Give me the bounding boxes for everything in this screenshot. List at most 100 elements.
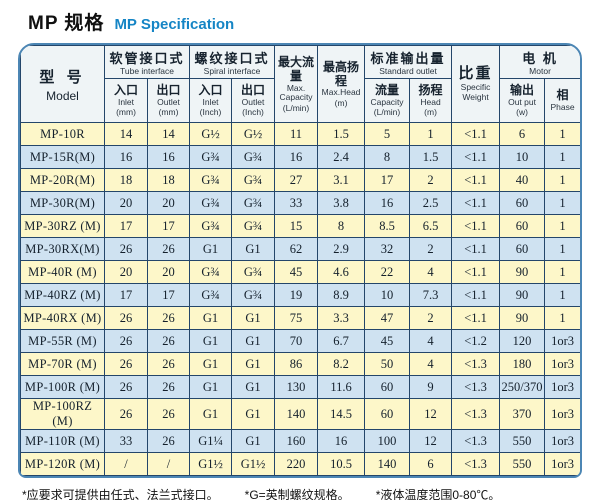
value-cell: G¾ xyxy=(189,191,233,215)
value-cell: 5 xyxy=(364,122,411,146)
value-cell: 70 xyxy=(274,329,319,353)
value-cell: 8.9 xyxy=(317,283,366,307)
model-cell: MP-10R xyxy=(20,122,105,146)
value-cell: G1 xyxy=(231,329,276,353)
value-cell: 26 xyxy=(146,429,191,453)
value-cell: 9 xyxy=(409,375,453,399)
value-cell: 26 xyxy=(104,352,148,376)
footnote-thread-spec: *G=英制螺纹规格。 xyxy=(244,488,350,500)
spec-table-frame: 型 号 Model 软管接口式 Tube interface 螺纹接口式 Spi… xyxy=(18,43,582,478)
model-cell: MP-30RX(M) xyxy=(20,237,105,261)
value-cell: 90 xyxy=(499,283,546,307)
value-cell: 1or3 xyxy=(544,329,580,353)
value-cell: 550 xyxy=(499,429,546,453)
value-cell: 160 xyxy=(274,429,319,453)
value-cell: 33 xyxy=(104,429,148,453)
model-cell: MP-40R (M) xyxy=(20,260,105,284)
value-cell: 1 xyxy=(544,122,580,146)
spec-table: 型 号 Model 软管接口式 Tube interface 螺纹接口式 Spi… xyxy=(20,45,580,476)
col-header-phase: 相 Phase xyxy=(544,78,580,123)
value-cell: 140 xyxy=(274,398,319,430)
value-cell: 60 xyxy=(499,191,546,215)
value-cell: G1½ xyxy=(231,452,276,476)
max-head-en: Max.Head xyxy=(321,87,361,98)
value-cell: 550 xyxy=(499,452,546,476)
value-cell: 1or3 xyxy=(544,375,580,399)
value-cell: 16 xyxy=(364,191,411,215)
value-cell: 2.4 xyxy=(317,145,366,169)
value-cell: G1 xyxy=(189,306,233,330)
table-row: MP-100RZ (M) 26 26 G1 G1 140 14.5 60 12 <1.3 370 1o… xyxy=(20,398,580,430)
table-row: MP-30RZ (M) 17 17 G¾ G¾ 15 8 8.5 6.5 <1.1 60 1 xyxy=(20,214,580,238)
table-row: MP-55R (M) 26 26 G1 G1 70 6.7 45 4 <1.2 120 1or3 xyxy=(20,329,580,353)
value-cell: 1 xyxy=(544,306,580,330)
value-cell: 33 xyxy=(274,191,319,215)
table-row: MP-110R (M) 33 26 G1¼ G1 160 16 100 12 <1.3 550 1or… xyxy=(20,429,580,453)
value-cell: 3.1 xyxy=(317,168,366,192)
footnote-connection: *应要求可提供由任式、法兰式接口。 xyxy=(22,488,219,500)
value-cell: 11.6 xyxy=(317,375,366,399)
value-cell: 26 xyxy=(104,398,148,430)
value-cell: 20 xyxy=(146,260,191,284)
value-cell: 20 xyxy=(104,260,148,284)
value-cell: <1.3 xyxy=(451,375,501,399)
table-row: MP-70R (M) 26 26 G1 G1 86 8.2 50 4 <1.3 180 1or3 xyxy=(20,352,580,376)
value-cell: 26 xyxy=(146,306,191,330)
value-cell: 6 xyxy=(409,452,453,476)
value-cell: G1 xyxy=(231,375,276,399)
table-row: MP-30RX(M) 26 26 G1 G1 62 2.9 32 2 <1.1 60 1 xyxy=(20,237,580,261)
value-cell: 1 xyxy=(409,122,453,146)
spiral-interface-zh: 螺纹接口式 xyxy=(194,50,270,66)
col-header-inlet-mm: 入口 Inlet (mm) xyxy=(104,78,148,123)
value-cell: <1.1 xyxy=(451,283,501,307)
max-head-zh: 最高扬程 xyxy=(323,59,360,89)
value-cell: 370 xyxy=(499,398,546,430)
value-cell: 6.5 xyxy=(409,214,453,238)
value-cell: 60 xyxy=(364,398,411,430)
value-cell: 4 xyxy=(409,352,453,376)
tube-interface-en: Tube interface xyxy=(119,65,175,76)
value-cell: 1 xyxy=(544,260,580,284)
value-cell: 90 xyxy=(499,306,546,330)
model-label-en: Model xyxy=(46,88,79,103)
table-row: MP-120R (M) / / G1½ G1½ 220 10.5 140 6 <1.3 550 1or… xyxy=(20,452,580,476)
value-cell: 250/370 xyxy=(499,375,546,399)
col-header-outlet-head: 扬程 Head (m) xyxy=(409,78,453,123)
col-header-outlet-inch: 出口 Outlet (Inch) xyxy=(231,78,276,123)
specific-weight-en2: Weight xyxy=(462,92,489,102)
value-cell: 26 xyxy=(104,306,148,330)
value-cell: 22 xyxy=(364,260,411,284)
value-cell: G1 xyxy=(189,398,233,430)
table-row: MP-20R(M) 18 18 G¾ G¾ 27 3.1 17 2 <1.1 40 1 xyxy=(20,168,580,192)
value-cell: 17 xyxy=(364,168,411,192)
value-cell: 220 xyxy=(274,452,319,476)
value-cell: 17 xyxy=(146,214,191,238)
value-cell: G1 xyxy=(231,429,276,453)
value-cell: 100 xyxy=(364,429,411,453)
col-header-outlet-mm: 出口 Outlet (mm) xyxy=(146,78,191,123)
value-cell: 2 xyxy=(409,237,453,261)
value-cell: 27 xyxy=(274,168,319,192)
page-title-zh: MP 规格 xyxy=(28,13,105,34)
value-cell: <1.1 xyxy=(451,168,501,192)
value-cell: <1.3 xyxy=(451,352,501,376)
value-cell: G¾ xyxy=(231,214,276,238)
model-cell: MP-55R (M) xyxy=(20,329,105,353)
value-cell: 26 xyxy=(146,352,191,376)
value-cell: 26 xyxy=(104,375,148,399)
value-cell: 19 xyxy=(274,283,319,307)
value-cell: 26 xyxy=(146,329,191,353)
value-cell: 60 xyxy=(364,375,411,399)
col-group-standard-outlet: 标准输出量 Standard outlet xyxy=(364,45,453,79)
table-row: MP-40RX (M) 26 26 G1 G1 75 3.3 47 2 <1.1 90 1 xyxy=(20,306,580,330)
value-cell: 180 xyxy=(499,352,546,376)
value-cell: 1or3 xyxy=(544,398,580,430)
col-header-output-w: 输出 Out put (w) xyxy=(499,78,546,123)
value-cell: <1.3 xyxy=(451,452,501,476)
value-cell: <1.1 xyxy=(451,122,501,146)
value-cell: 1.5 xyxy=(317,122,366,146)
table-row: MP-100R (M) 26 26 G1 G1 130 11.6 60 9 <1.3 250/370… xyxy=(20,375,580,399)
col-group-tube-interface: 软管接口式 Tube interface xyxy=(103,45,191,79)
value-cell: 8 xyxy=(317,214,366,238)
value-cell: 20 xyxy=(104,191,148,215)
